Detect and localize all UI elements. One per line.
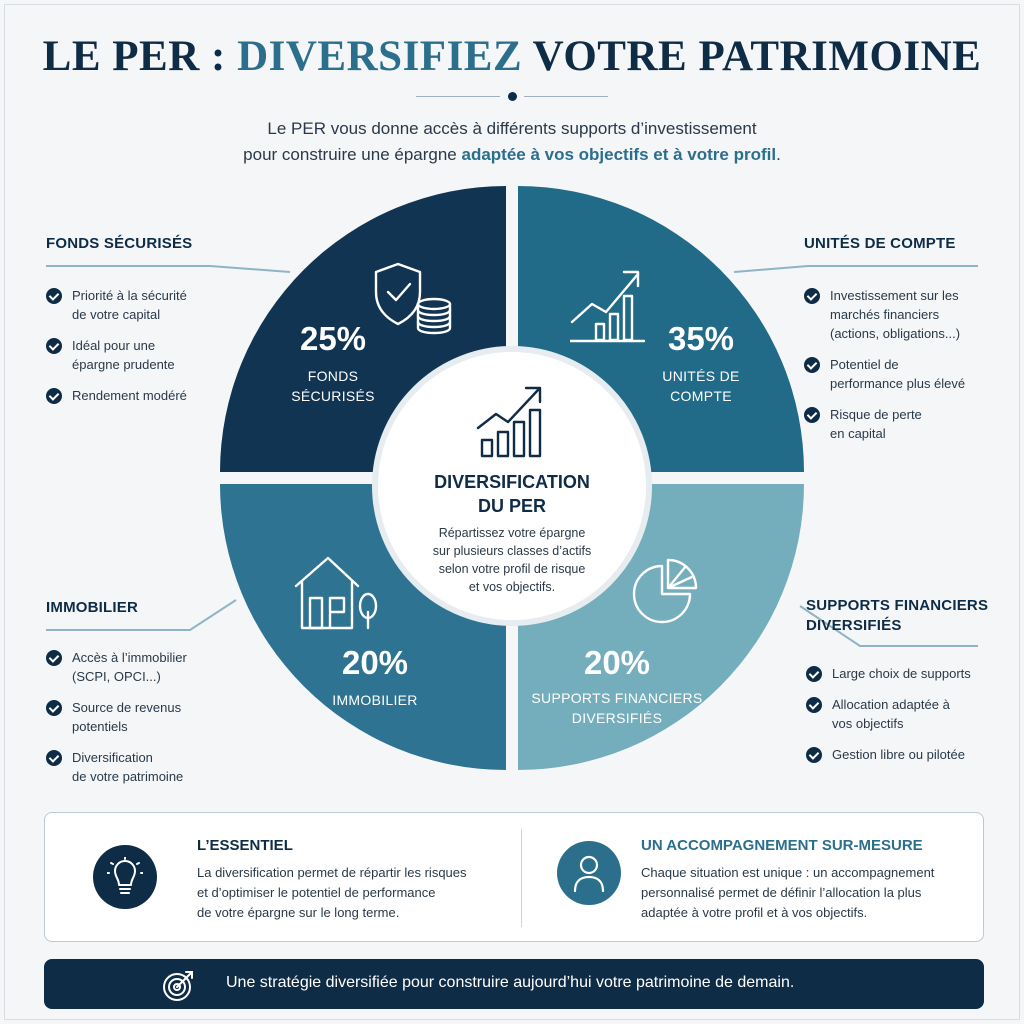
panel-uc-list: Investissement sur les marchés financiers…: [804, 286, 1004, 455]
check-icon: [806, 666, 822, 682]
check-icon: [46, 288, 62, 304]
check-icon: [804, 288, 820, 304]
panel-immo-heading: IMMOBILIER: [46, 599, 138, 616]
list-item: Source de revenus potentiels: [46, 698, 246, 736]
check-icon: [46, 650, 62, 666]
center-text: Répartissez votre épargne sur plusieurs c…: [432, 526, 592, 594]
list-item: Priorité à la sécurité de votre capital: [46, 286, 246, 324]
title-ornament-right: [524, 96, 608, 97]
title-ornament-dot: [508, 92, 517, 101]
panel-uc-heading: UNITÉS DE COMPTE: [804, 235, 956, 252]
accompagnement-text: Chaque situation est unique : un accompa…: [641, 865, 935, 920]
shield-coins-icon: [370, 260, 456, 340]
list-item: Potentiel de performance plus élevé: [804, 355, 1004, 393]
growth-chart-icon: [570, 266, 646, 344]
list-item: Idéal pour une épargne prudente: [46, 336, 246, 374]
page-title: LE PER : DIVERSIFIEZ VOTRE PATRIMOINE: [42, 33, 982, 80]
check-icon: [46, 388, 62, 404]
info-box: L’ESSENTIEL La diversification permet de…: [44, 812, 984, 942]
bar-chart-arrow-icon: [474, 384, 550, 460]
footer-text: Une stratégie diversifiée pour construir…: [226, 974, 795, 991]
segment-immo-label: IMMOBILIER: [332, 692, 418, 708]
segment-fonds-label: FONDS SÉCURISÉS: [291, 368, 375, 404]
essentiel-heading: L’ESSENTIEL: [197, 837, 293, 854]
list-item: Accès à l’immobilier (SCPI, OPCI...): [46, 648, 246, 686]
list-item: Diversification de votre patrimoine: [46, 748, 246, 786]
panel-supports-heading: SUPPORTS FINANCIERS DIVERSIFIÉS: [806, 597, 989, 634]
segment-fonds-value: 25%: [299, 320, 367, 357]
connector-uc: [733, 265, 978, 273]
check-icon: [804, 407, 820, 423]
connector-supports: [799, 605, 978, 647]
check-icon: [46, 700, 62, 716]
page-frame: [4, 4, 1020, 1020]
footer-bar: Une stratégie diversifiée pour construir…: [44, 959, 984, 1009]
center-title: DIVERSIFICATION DU PER: [434, 472, 590, 516]
title-ornament-left: [416, 96, 500, 97]
list-item: Large choix de supports: [806, 664, 1006, 683]
check-icon: [806, 697, 822, 713]
segment-supports-value: 20%: [583, 644, 651, 681]
pie-chart-icon: [630, 558, 702, 630]
diversification-chart: 25% FONDS SÉCURISÉS 35% UNITÉS DE COMPTE: [220, 186, 804, 770]
panel-supports-list: Large choix de supports Allocation adapt…: [806, 664, 1006, 776]
connector-immo: [46, 599, 237, 631]
list-item: Investissement sur les marchés financiers…: [804, 286, 1004, 343]
list-item: Rendement modéré: [46, 386, 246, 405]
panel-fonds-heading: FONDS SÉCURISÉS: [46, 235, 193, 252]
segment-uc-label: UNITÉS DE COMPTE: [662, 368, 740, 404]
segment-uc-value: 35%: [667, 320, 735, 357]
panel-immo-list: Accès à l’immobilier (SCPI, OPCI...) Sour…: [46, 648, 246, 798]
accompagnement-badge: [557, 841, 621, 905]
accompagnement-heading: UN ACCOMPAGNEMENT SUR-MESURE: [641, 837, 923, 854]
check-icon: [804, 357, 820, 373]
lightbulb-icon: [107, 857, 143, 897]
title-accent: DIVERSIFIEZ: [237, 33, 523, 80]
list-item: Gestion libre ou pilotée: [806, 745, 1006, 764]
target-icon: [162, 968, 196, 1002]
check-icon: [46, 338, 62, 354]
panel-fonds-list: Priorité à la sécurité de votre capital I…: [46, 286, 246, 417]
intro-text: Le PER vous donne accès à différents sup…: [243, 119, 781, 164]
house-icon: [294, 552, 380, 632]
segment-immo-value: 20%: [341, 644, 409, 681]
check-icon: [806, 747, 822, 763]
user-icon: [571, 853, 607, 893]
check-icon: [46, 750, 62, 766]
list-item: Risque de perte en capital: [804, 405, 1004, 443]
intro-highlight: adaptée à vos objectifs et à votre profi…: [461, 145, 777, 164]
connector-fonds: [46, 265, 291, 273]
box-divider: [521, 829, 522, 927]
essentiel-badge: [93, 845, 157, 909]
center-circle: DIVERSIFICATION DU PER Répartissez votre …: [372, 346, 652, 626]
list-item: Allocation adaptée à vos objectifs: [806, 695, 1006, 733]
essentiel-text: La diversification permet de répartir le…: [197, 865, 467, 920]
segment-supports-label: SUPPORTS FINANCIERS DIVERSIFIÉS: [531, 690, 703, 726]
